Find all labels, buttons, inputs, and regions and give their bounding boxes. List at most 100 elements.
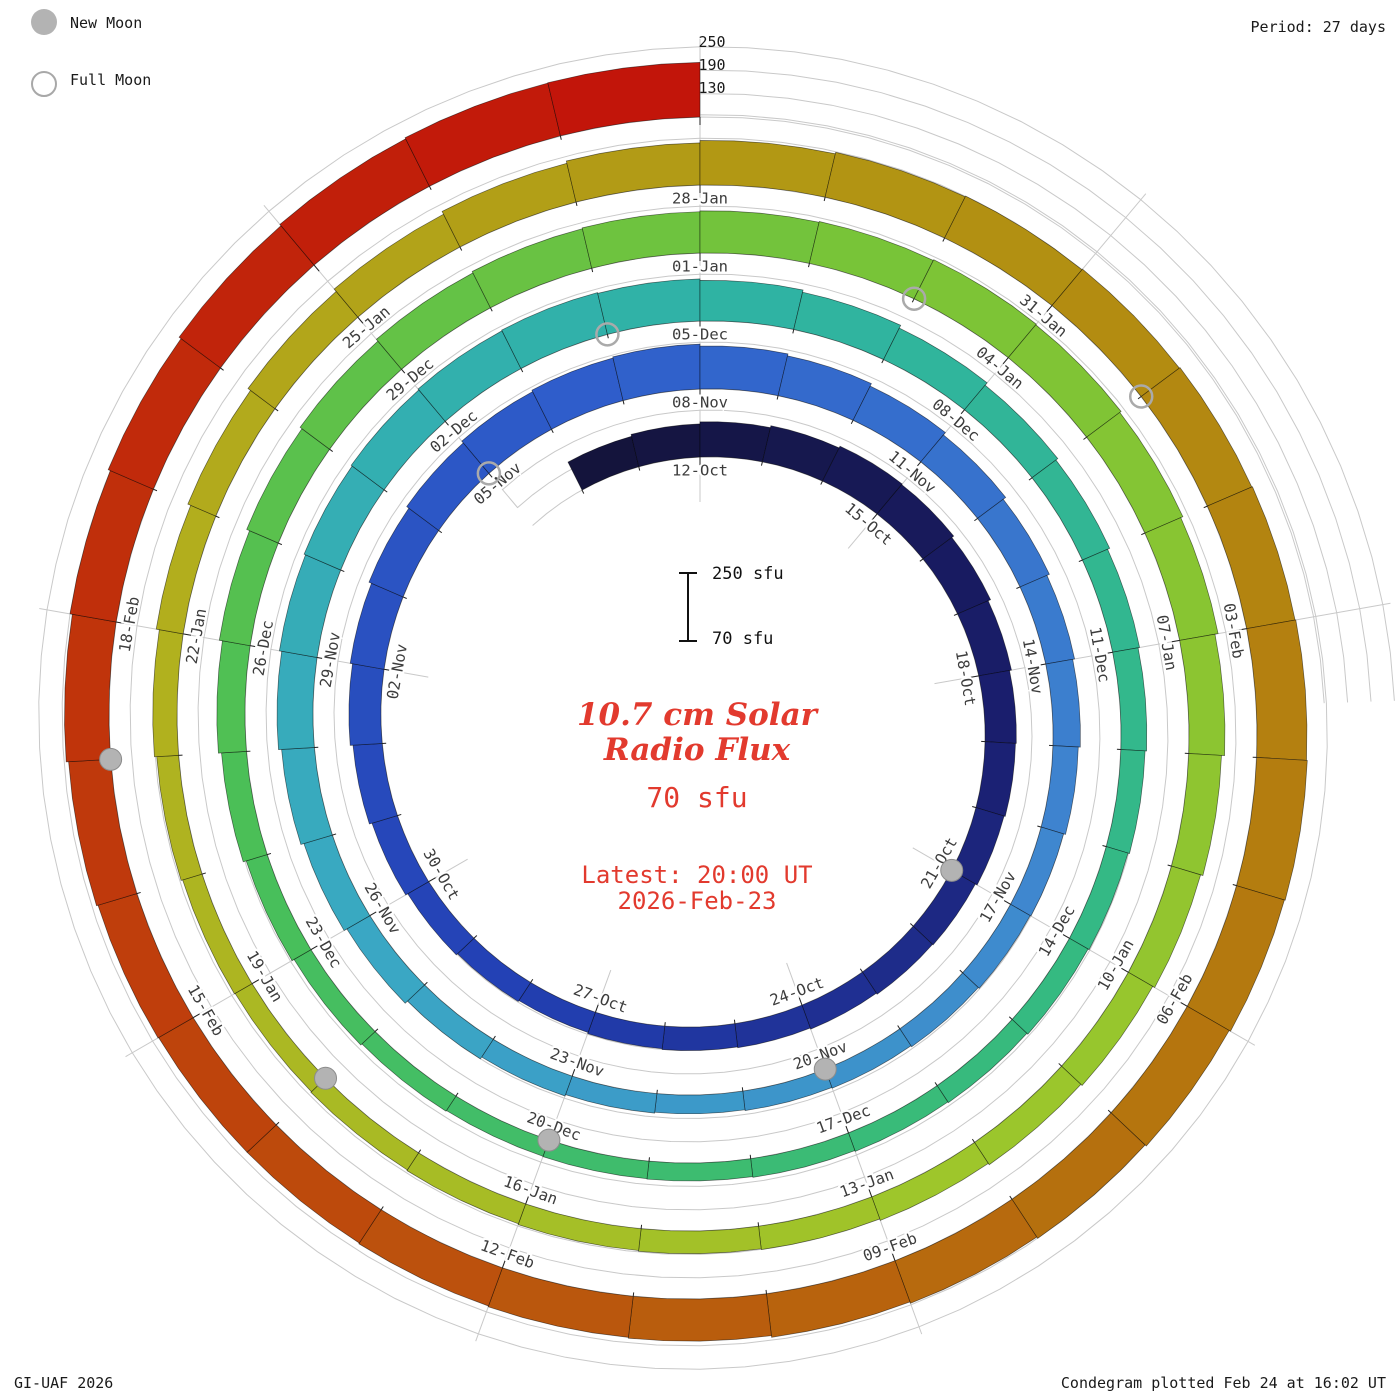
- flux-band-segment: [276, 650, 318, 750]
- flux-band-segment: [182, 873, 253, 995]
- new-moon-marker: [813, 1057, 837, 1081]
- credit-right: Condegram plotted Feb 24 at 16:02 UT: [1060, 1374, 1386, 1392]
- flux-band-segment: [406, 984, 494, 1060]
- full-moon-marker: [476, 461, 502, 486]
- new-moon-marker: [314, 1066, 338, 1090]
- flux-band-segment: [107, 338, 221, 490]
- flux-band-segment: [646, 1158, 754, 1182]
- chart-title-line2: Radio Flux: [603, 732, 791, 768]
- latest-time-label: Latest: 20:00 UT: [581, 861, 813, 889]
- flux-band-segment: [699, 210, 820, 264]
- flux-band-segment: [404, 82, 561, 187]
- radial-axis-label-130: 130: [698, 79, 726, 97]
- flux-band-segment: [699, 421, 771, 463]
- date-label: 08-Nov: [672, 394, 728, 412]
- flux-band-segment: [358, 1209, 503, 1307]
- scale-top-label: 250 sfu: [712, 564, 784, 584]
- chart-title-line1: 10.7 cm Solar: [576, 697, 818, 733]
- flux-band-segment: [487, 1267, 634, 1338]
- latest-date-label: 2026-Feb-23: [617, 887, 777, 915]
- flux-band-segment: [638, 1225, 762, 1254]
- new-moon-marker: [940, 858, 964, 882]
- radial-axis-label-190: 190: [698, 56, 726, 74]
- flux-band-segment: [441, 162, 577, 248]
- flux-band-segment: [281, 747, 333, 845]
- flux-band-segment: [1186, 885, 1285, 1032]
- new-moon-marker: [537, 1128, 561, 1152]
- flux-band-segment: [920, 434, 1007, 519]
- moon-markers: [99, 286, 1154, 1152]
- flux-band-segment: [547, 62, 701, 137]
- flux-band-segment: [1040, 745, 1079, 835]
- date-label: 01-Jan: [672, 258, 728, 276]
- flux-band-segment: [1246, 619, 1308, 761]
- scale-bottom-label: 70 sfu: [712, 629, 774, 649]
- flux-band-segment: [1179, 633, 1226, 756]
- flux-band-segment: [1010, 826, 1065, 917]
- flux-band-segment: [246, 1124, 382, 1244]
- flux-band-segment: [734, 1004, 811, 1049]
- flux-band-segment: [766, 1260, 911, 1338]
- date-label: 12-Oct: [672, 462, 728, 480]
- flux-band-segment: [1112, 647, 1148, 752]
- flux-band-segment: [64, 613, 117, 763]
- period-label: Period: 27 days: [1250, 18, 1386, 36]
- flux-band-segment: [661, 1023, 738, 1051]
- flux-band-segment: [1171, 753, 1222, 876]
- flux-band-segment: [245, 854, 312, 962]
- flux-band-segment: [303, 465, 385, 571]
- flux-band-segment: [310, 1077, 419, 1171]
- date-label: 05-Dec: [672, 326, 728, 344]
- flux-band-segment: [1127, 865, 1202, 988]
- flux-band-segment: [361, 1031, 457, 1112]
- flux-band-segment: [158, 1017, 277, 1153]
- flux-band-segment: [216, 640, 251, 754]
- flux-band-segment: [234, 983, 326, 1093]
- date-label: 02-Nov: [384, 642, 411, 700]
- full-moon-marker: [1128, 384, 1154, 409]
- flux-band-segment: [750, 1132, 856, 1178]
- credit-left: GI-UAF 2026: [14, 1374, 114, 1392]
- flux-band-segment: [348, 663, 385, 746]
- flux-band-segment: [793, 291, 902, 360]
- radial-axis-label-250: 250: [698, 33, 726, 51]
- flux-band-segment: [352, 743, 398, 825]
- flux-band-segment: [1069, 846, 1129, 951]
- flux-band-segment: [501, 292, 608, 369]
- flux-band-segment: [456, 937, 532, 1002]
- flux-band-segment: [758, 1196, 881, 1251]
- flux-band-segment: [978, 669, 1017, 744]
- full-moon-icon: [31, 71, 57, 97]
- scale-bar: [679, 572, 697, 642]
- flux-band-segment: [699, 345, 789, 397]
- flux-band-segment: [974, 1065, 1082, 1166]
- flux-band-segment: [1236, 757, 1308, 901]
- full-moon-marker: [901, 286, 927, 311]
- flux-band-segment: [824, 151, 966, 239]
- flux-band-segment: [883, 327, 988, 411]
- flux-band-segment: [1105, 749, 1146, 855]
- full-moon-marker: [595, 322, 620, 347]
- flux-band-segment: [517, 1203, 642, 1251]
- flux-band-segment: [407, 881, 475, 956]
- flux-band-segment: [612, 343, 701, 401]
- new-moon-legend-label: New Moon: [70, 14, 143, 32]
- new-moon-icon: [31, 9, 57, 35]
- flux-band-segment: [936, 1019, 1028, 1104]
- flux-band-segment: [777, 355, 872, 421]
- flux-band-segment: [68, 758, 138, 907]
- flux-band-segment: [567, 435, 640, 491]
- flux-band-segment: [587, 1011, 666, 1050]
- full-moon-legend-label: Full Moon: [70, 71, 152, 89]
- flux-band-segment: [977, 498, 1050, 588]
- flux-band-segment: [975, 741, 1016, 817]
- new-moon-marker: [99, 747, 123, 771]
- flux-band-segment: [627, 1293, 772, 1342]
- flux-band-segment: [1031, 459, 1111, 561]
- current-flux-value: 70 sfu: [646, 781, 748, 814]
- date-label: 28-Jan: [672, 190, 728, 208]
- flux-band-segment: [565, 1075, 658, 1114]
- flux-band-segment: [221, 751, 268, 863]
